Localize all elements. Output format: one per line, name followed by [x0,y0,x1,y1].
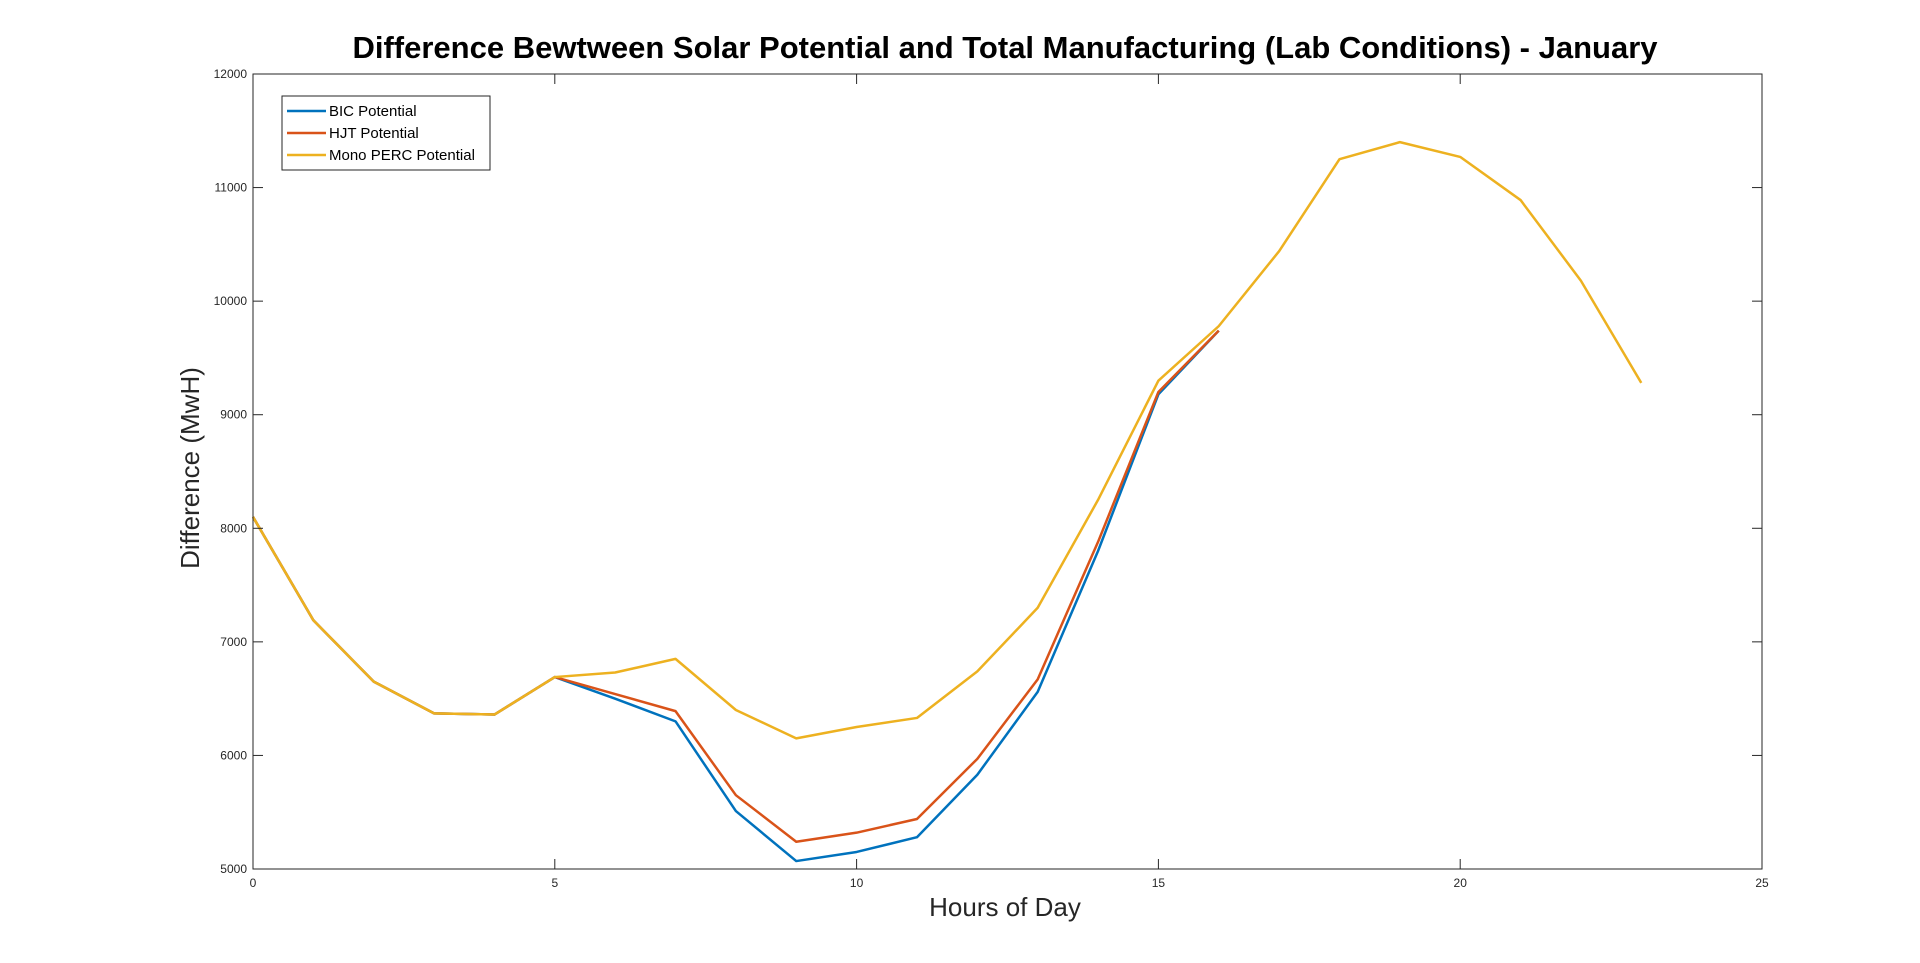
y-tick-label: 10000 [214,294,248,308]
legend-entry: Mono PERC Potential [329,147,475,164]
series-layer [251,140,1643,863]
x-tick-label: 25 [1755,876,1769,890]
ticks-layer: 0 5 10 15 20 25 5000 6000 7000 8000 9000 10000 11000… [214,67,1769,890]
x-tick-label: 15 [1152,876,1166,890]
y-axis-label: Difference (MwH) [175,367,205,569]
chart-title: Difference Bewtween Solar Potential and … [352,30,1658,65]
legend-entry: BIC Potential [329,103,417,120]
x-axis-label: Hours of Day [929,892,1081,922]
series-line-mono-perc-potential [251,140,1643,740]
y-tick-label: 8000 [220,521,247,535]
axes-box [252,73,1763,870]
x-tick-label: 0 [250,876,257,890]
y-tick-label: 12000 [214,67,248,81]
legend-entry: HJT Potential [329,125,419,142]
x-tick-label: 5 [551,876,558,890]
axes-layer [252,73,1763,870]
y-tick-label: 9000 [220,408,247,422]
legend: BIC Potential HJT Potential Mono PERC Pote… [281,95,491,171]
plot-background [253,74,1762,869]
y-tick-label: 6000 [220,748,247,762]
y-tick-label: 7000 [220,635,247,649]
plot-area [253,74,1762,869]
x-tick-label: 10 [850,876,864,890]
x-tick-label: 20 [1454,876,1468,890]
y-tick-label: 11000 [215,181,248,195]
y-tick-label: 5000 [220,862,247,876]
